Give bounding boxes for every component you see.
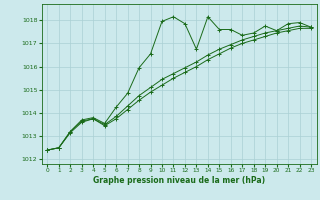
X-axis label: Graphe pression niveau de la mer (hPa): Graphe pression niveau de la mer (hPa) — [93, 176, 265, 185]
